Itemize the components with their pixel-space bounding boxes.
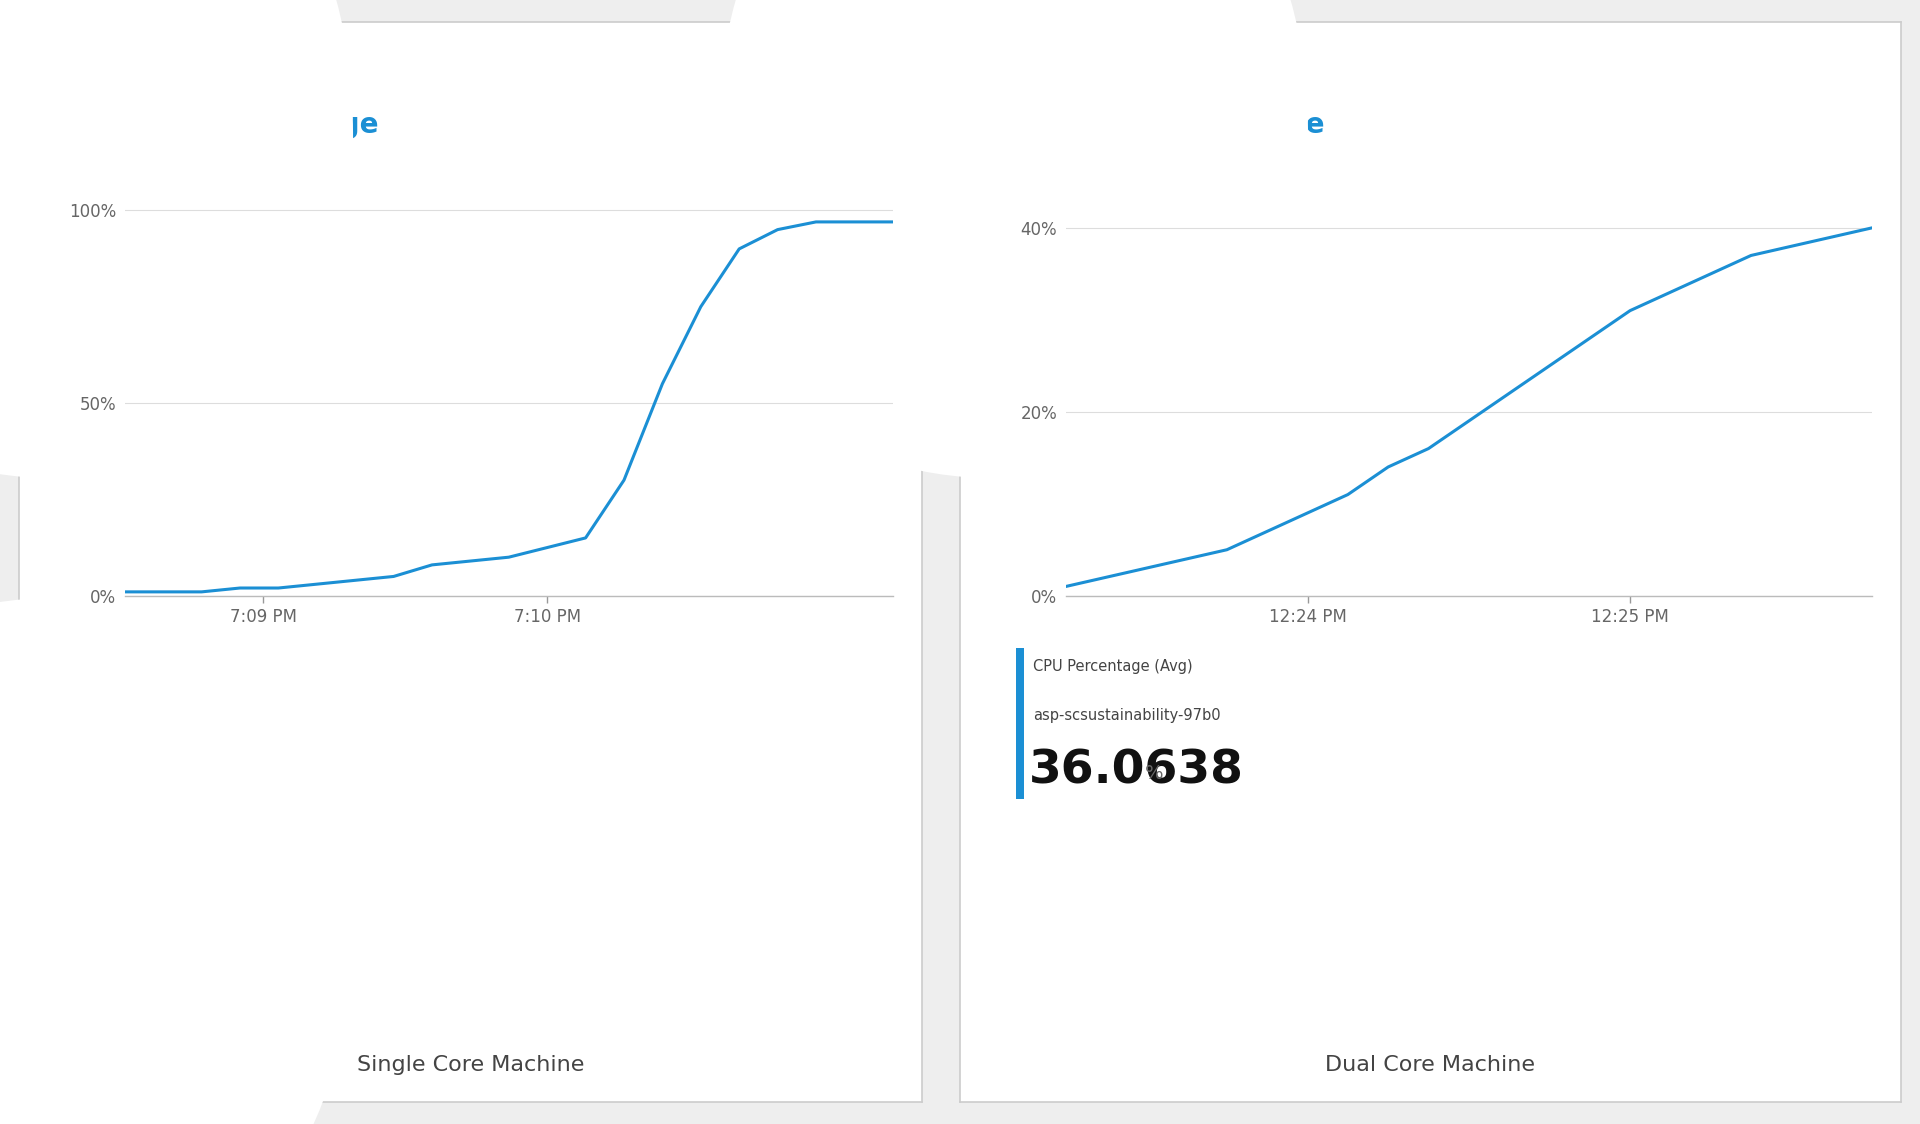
Bar — [73, 649, 81, 799]
Text: CPU percent: CPU percent — [127, 912, 292, 935]
FancyBboxPatch shape — [996, 128, 1031, 165]
Bar — [1016, 649, 1023, 799]
FancyBboxPatch shape — [0, 598, 349, 1124]
Text: CPU Percentage: CPU Percentage — [1073, 111, 1325, 139]
FancyBboxPatch shape — [0, 0, 353, 479]
Text: CPU Percentage: CPU Percentage — [127, 111, 378, 139]
Text: %: % — [1146, 764, 1164, 783]
Text: 36.0638: 36.0638 — [1029, 749, 1244, 794]
Text: 52.2609: 52.2609 — [84, 749, 300, 794]
Text: CPU Percentage (Avg): CPU Percentage (Avg) — [1033, 659, 1192, 674]
Text: asp-scsustainability-97b0: asp-scsustainability-97b0 — [1033, 708, 1221, 723]
Text: Single Core Machine: Single Core Machine — [357, 1054, 584, 1075]
FancyBboxPatch shape — [54, 910, 83, 942]
Text: Dual Core Machine: Dual Core Machine — [1325, 1054, 1536, 1075]
FancyBboxPatch shape — [54, 128, 86, 165]
FancyBboxPatch shape — [718, 0, 1308, 469]
Text: CPU Percentage (Avg): CPU Percentage (Avg) — [90, 659, 250, 674]
FancyBboxPatch shape — [0, 606, 349, 1124]
Text: asp-scisustainability-97b0: asp-scisustainability-97b0 — [90, 708, 282, 723]
FancyBboxPatch shape — [0, 0, 353, 469]
Text: %: % — [198, 764, 215, 783]
FancyBboxPatch shape — [718, 0, 1308, 479]
